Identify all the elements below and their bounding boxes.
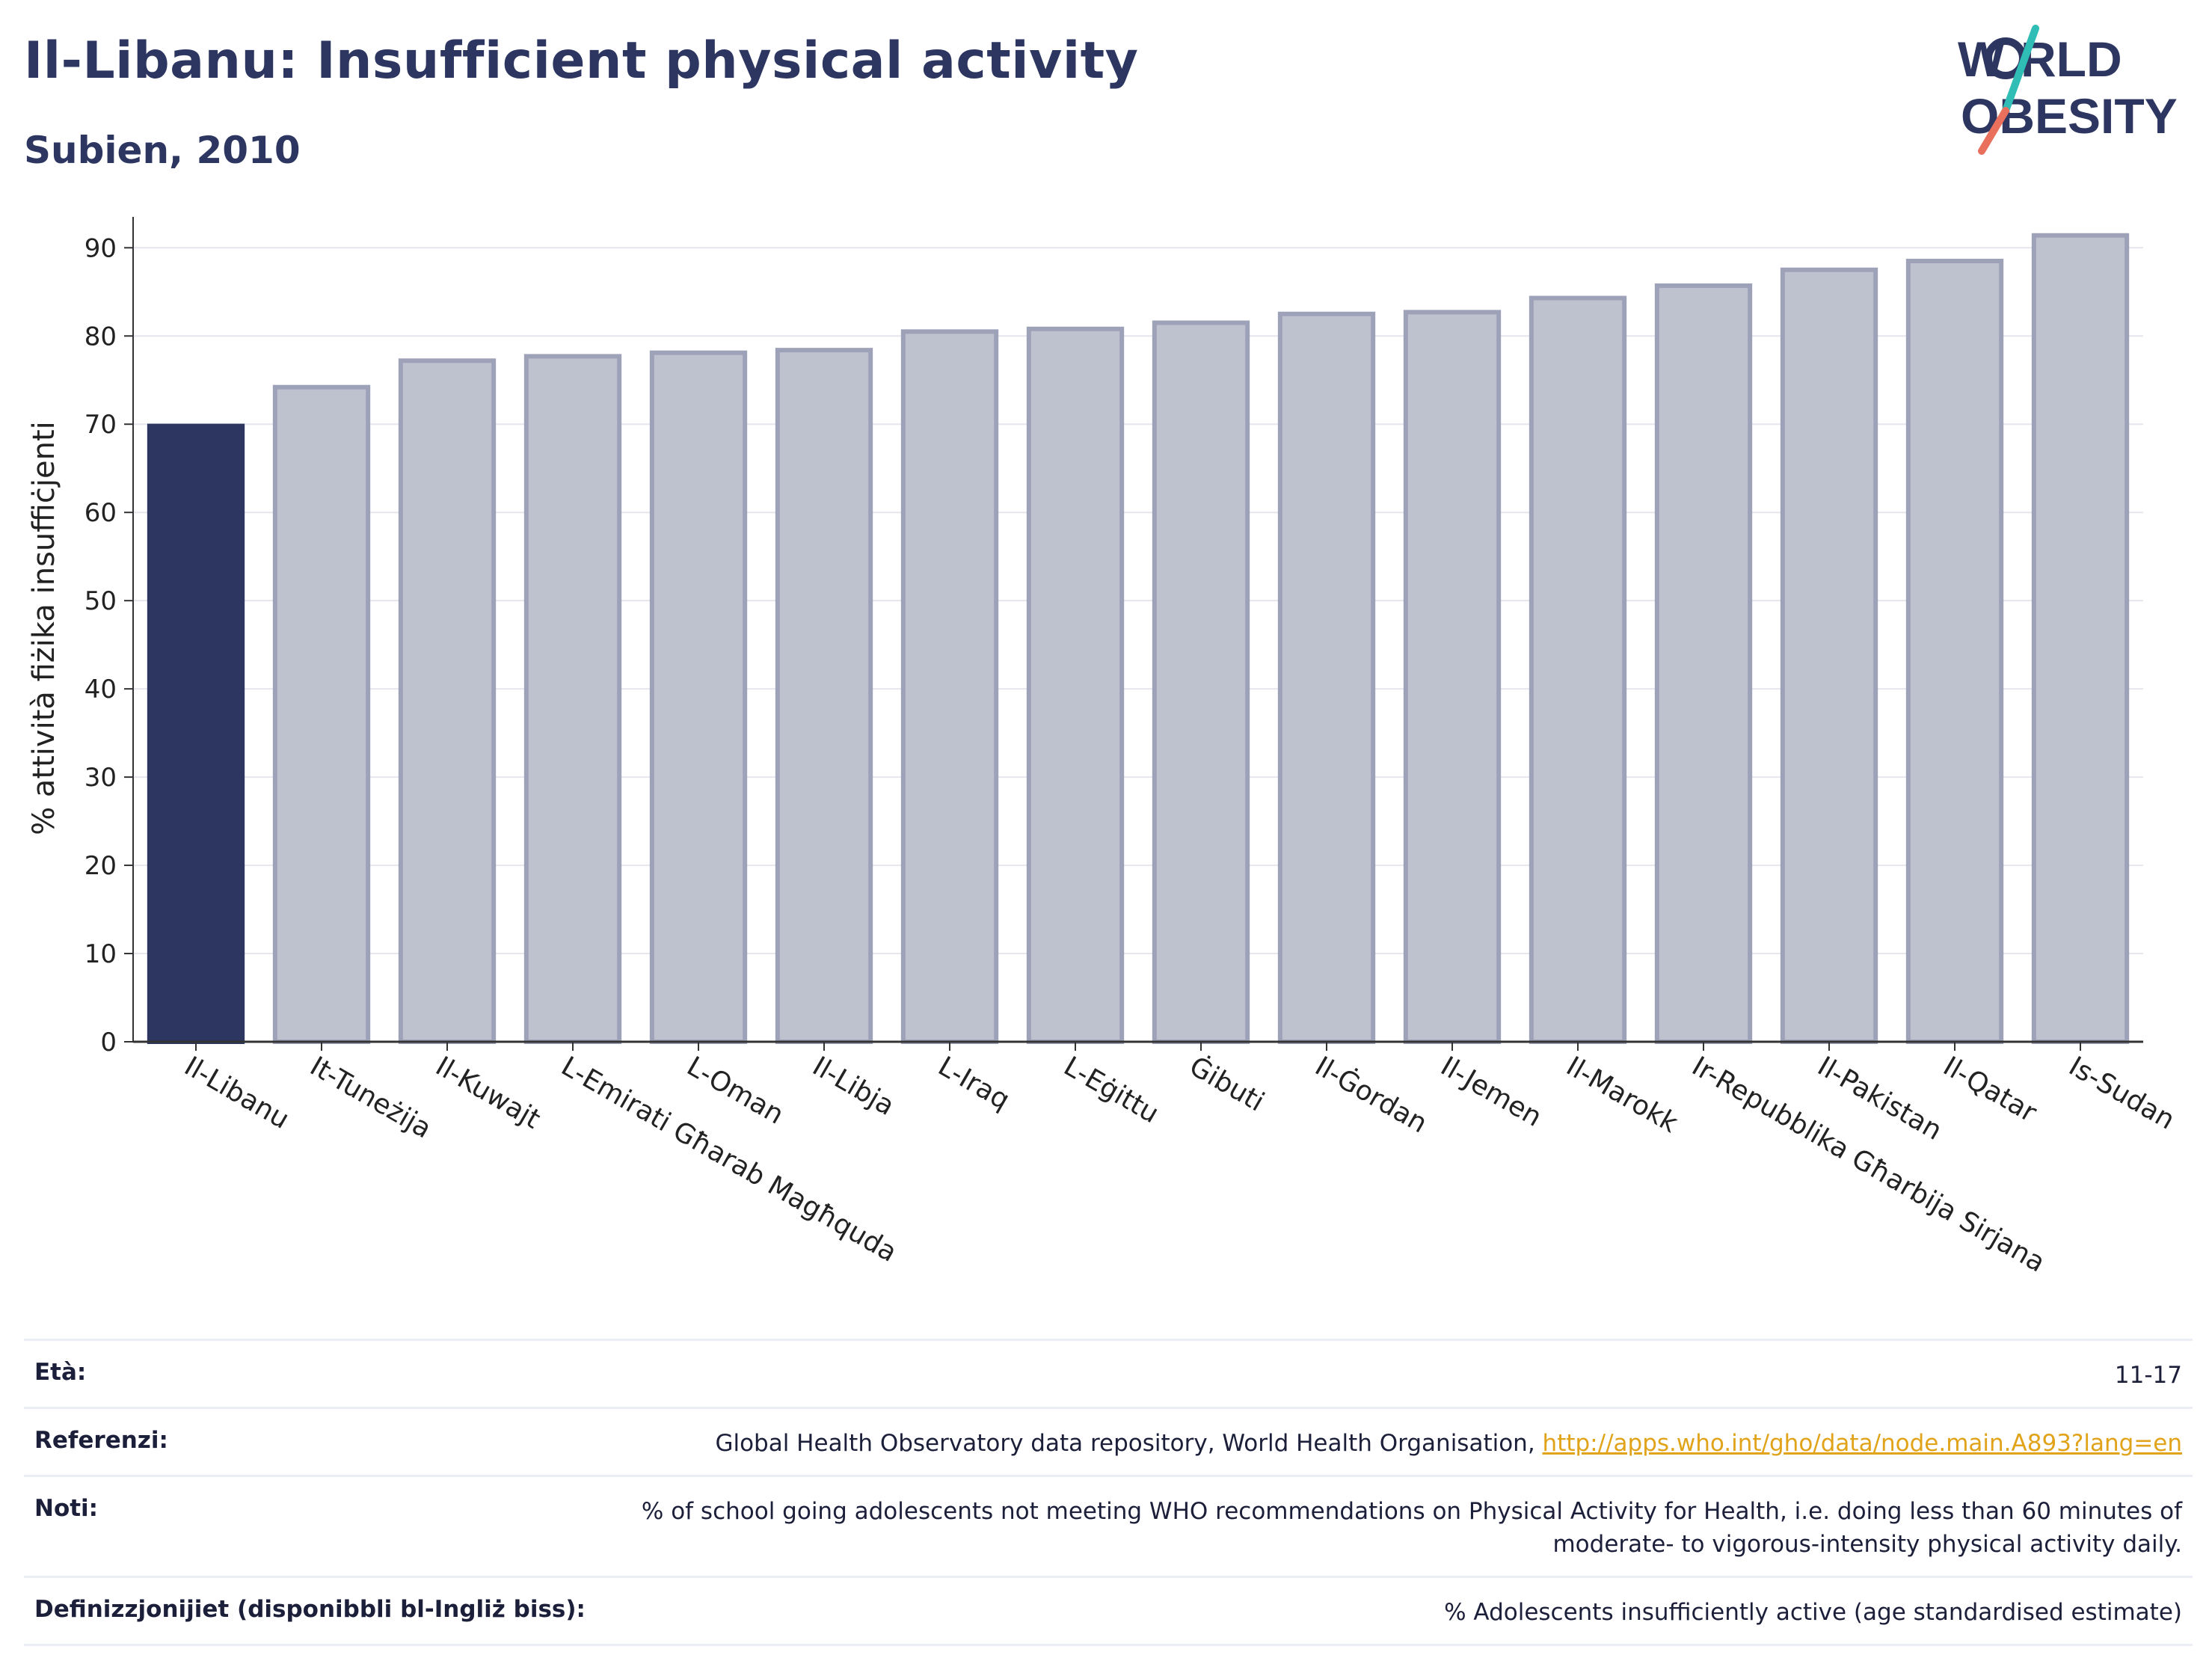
- bar: [272, 384, 371, 1044]
- page-title: Il-Libanu: Insufficient physical activit…: [24, 31, 1139, 90]
- svg-text:RLD: RLD: [2021, 31, 2122, 87]
- x-tick-label: Il-Kuwajt: [431, 1051, 546, 1134]
- bar: [1905, 258, 2004, 1044]
- meta-label-notes: Noti:: [34, 1495, 99, 1522]
- bar: [1403, 310, 1502, 1044]
- bar: [1277, 311, 1376, 1044]
- y-tick-label: 90: [85, 233, 117, 263]
- x-tick-label: L-Iraq: [933, 1051, 1015, 1116]
- y-tick-label: 10: [85, 939, 117, 969]
- x-tick-label: Is-Sudan: [2064, 1051, 2180, 1135]
- x-tick-label: Ġibuti: [1185, 1050, 1270, 1117]
- meta-value-references: Global Health Observatory data repositor…: [715, 1427, 2182, 1460]
- x-tick-label: L-Oman: [682, 1051, 789, 1130]
- bar: [900, 329, 999, 1044]
- x-tick-label: Il-Jemen: [1436, 1051, 1547, 1133]
- x-tick-label: Il-Ġordan: [1310, 1050, 1433, 1139]
- svg-text:OBESITY: OBESITY: [1961, 88, 2178, 144]
- x-tick-label: Il-Qatar: [1938, 1051, 2042, 1129]
- meta-value-definitions: % Adolescents insufficiently active (age…: [1444, 1599, 2182, 1626]
- bar: [398, 358, 497, 1044]
- meta-row-references: Referenzi: Global Health Observatory dat…: [24, 1407, 2193, 1475]
- bar: [523, 354, 622, 1045]
- y-tick-label: 40: [85, 675, 117, 704]
- meta-value-age: 11-17: [2114, 1362, 2182, 1389]
- bar: [1529, 295, 1627, 1045]
- reference-link[interactable]: http://apps.who.int/gho/data/node.main.A…: [1542, 1430, 2182, 1457]
- world-obesity-logo: W RLD OBESITY: [1958, 25, 2178, 155]
- y-tick-label: 0: [100, 1028, 117, 1057]
- bar: [1026, 326, 1125, 1044]
- x-tick-label: It-Tuneżija: [305, 1051, 437, 1144]
- meta-label-definitions: Definizzjonijiet (disponibbli bl-Ingliż …: [34, 1596, 586, 1623]
- meta-row-age: Età: 11-17: [24, 1339, 2193, 1407]
- meta-value-notes: % of school going adolescents not meetin…: [642, 1495, 2182, 1561]
- meta-label-age: Età:: [34, 1359, 87, 1386]
- notes-line-2: moderate- to vigorous-intensity physical…: [1552, 1531, 2182, 1558]
- bar: [147, 423, 245, 1044]
- x-tick-label: Il-Libja: [808, 1051, 900, 1122]
- page-subtitle: Subien, 2010: [24, 129, 301, 172]
- meta-row-definitions: Definizzjonijiet (disponibbli bl-Ingliż …: [24, 1576, 2193, 1646]
- y-tick-label: 80: [85, 322, 117, 351]
- bar: [1780, 267, 1878, 1044]
- meta-row-notes: Noti: % of school going adolescents not …: [24, 1475, 2193, 1576]
- y-axis-label: % attività fiżika insuffiċjenti: [27, 421, 61, 835]
- x-tick-label: Il-Marokk: [1561, 1051, 1683, 1139]
- meta-label-references: Referenzi:: [34, 1427, 168, 1454]
- x-tick-label: Il-Libanu: [179, 1051, 295, 1135]
- y-tick-label: 60: [85, 498, 117, 528]
- x-tick-label: L-Eġittu: [1059, 1051, 1164, 1129]
- bar: [649, 350, 748, 1044]
- bar: [2031, 233, 2130, 1044]
- notes-line-1: % of school going adolescents not meetin…: [641, 1498, 2182, 1525]
- y-tick-label: 30: [85, 763, 117, 793]
- y-tick-label: 70: [85, 410, 117, 440]
- metadata-table: Età: 11-17 Referenzi: Global Health Obse…: [24, 1339, 2193, 1646]
- y-tick-label: 20: [85, 851, 117, 881]
- bar: [1654, 283, 1753, 1045]
- bar: [1152, 320, 1250, 1044]
- reference-text: Global Health Observatory data repositor…: [715, 1430, 1543, 1457]
- y-tick-label: 50: [85, 586, 117, 616]
- bar: [775, 348, 873, 1045]
